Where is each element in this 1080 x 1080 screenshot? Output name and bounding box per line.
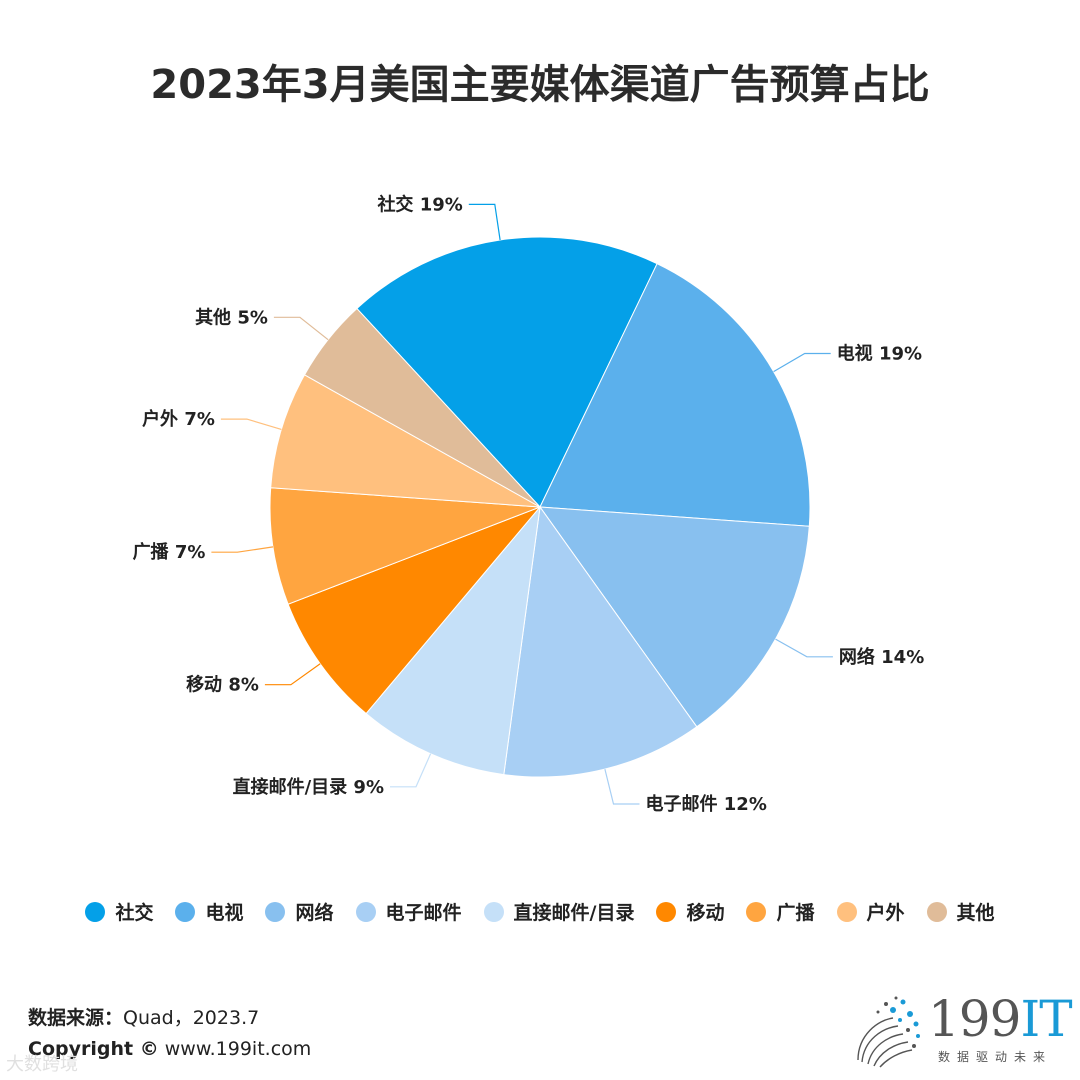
logo-accent: IT [1020, 990, 1072, 1048]
legend-swatch [836, 901, 857, 922]
copyright-line: Copyright © www.199it.com [28, 1038, 311, 1060]
pie-slice [538, 506, 810, 728]
legend-item: 电子邮件 [355, 898, 462, 925]
legend-item: 社交 [85, 898, 153, 925]
legend-label: 电子邮件 [385, 902, 462, 924]
legend-item: 广播 [746, 898, 815, 925]
chart-title: 2023年3月美国主要媒体渠道广告预算占比 [150, 62, 930, 108]
legend-item: 网络 [265, 898, 334, 925]
leader-line [773, 352, 831, 373]
pie-slice [269, 487, 541, 605]
slice-label: 电子邮件 12% [646, 793, 767, 815]
source-line: 数据来源：Quad，2023.7 [28, 1003, 259, 1030]
slice-label: 社交 19% [377, 193, 462, 215]
slice-label: 其他 5% [195, 306, 268, 328]
legend-item: 户外 [836, 898, 905, 925]
leader-line [264, 663, 321, 686]
leader-line [390, 753, 432, 788]
copyright-url: www.199it.com [164, 1038, 312, 1060]
watermark-text: 大数跨境 [6, 1054, 78, 1075]
leader-line [775, 638, 833, 658]
legend-swatch [483, 901, 504, 922]
legend-swatch [265, 901, 286, 922]
chart-legend: 社交 电视 网络 电子邮件 直接邮件/目录 移动 广播 户外 其他 [0, 898, 1080, 925]
logo-dots-icon [857, 996, 920, 1068]
legend-swatch [656, 901, 677, 922]
legend-label: 电视 [205, 902, 244, 924]
legend-label: 直接邮件/目录 [513, 902, 635, 924]
slice-label: 网络 14% [839, 646, 924, 668]
leader-line [211, 546, 274, 553]
legend-item: 直接邮件/目录 [483, 898, 635, 925]
source-label: 数据来源： [28, 1007, 124, 1029]
legend-swatch [746, 901, 767, 922]
slice-label: 电视 19% [837, 343, 922, 365]
legend-label: 社交 [115, 902, 154, 924]
legend-label: 移动 [686, 902, 725, 924]
slice-label: 直接邮件/目录 9% [233, 776, 384, 798]
slice-label: 移动 8% [186, 674, 259, 696]
legend-label: 网络 [295, 902, 334, 924]
pie-slice [270, 374, 541, 508]
legend-label: 其他 [956, 902, 995, 924]
leader-line [468, 203, 501, 241]
leader-line [273, 316, 329, 341]
pie-slice [503, 505, 698, 778]
logo-tagline: 数据驱动未来 [938, 1050, 1053, 1064]
legend-label: 户外 [866, 902, 905, 924]
pie-slice [539, 263, 811, 527]
legend-swatch [926, 901, 947, 922]
slice-label: 户外 7% [142, 408, 215, 430]
legend-swatch [175, 901, 196, 922]
source-value: Quad，2023.7 [123, 1007, 260, 1029]
legend-item: 电视 [175, 898, 243, 925]
slice-label: 广播 7% [133, 541, 206, 563]
legend-item: 其他 [926, 898, 995, 925]
pie-slice [303, 307, 541, 508]
leader-line [604, 768, 640, 805]
copyright-label: Copyright © [28, 1038, 159, 1060]
legend-item: 移动 [656, 898, 724, 925]
leader-line [220, 418, 282, 430]
legend-label: 广播 [776, 902, 815, 924]
pie-chart: 社交 19% 电视 19% 网络 14% 电子邮件 12% 直接邮件/目录 9% 移动 8… [133, 193, 925, 815]
logo-wordmark: 199IT [928, 990, 1073, 1048]
logo-number: 199 [928, 990, 1021, 1048]
legend-swatch [85, 901, 106, 922]
legend-swatch [355, 901, 376, 922]
brand-logo: 199IT 数据驱动未来 [848, 990, 1073, 1070]
